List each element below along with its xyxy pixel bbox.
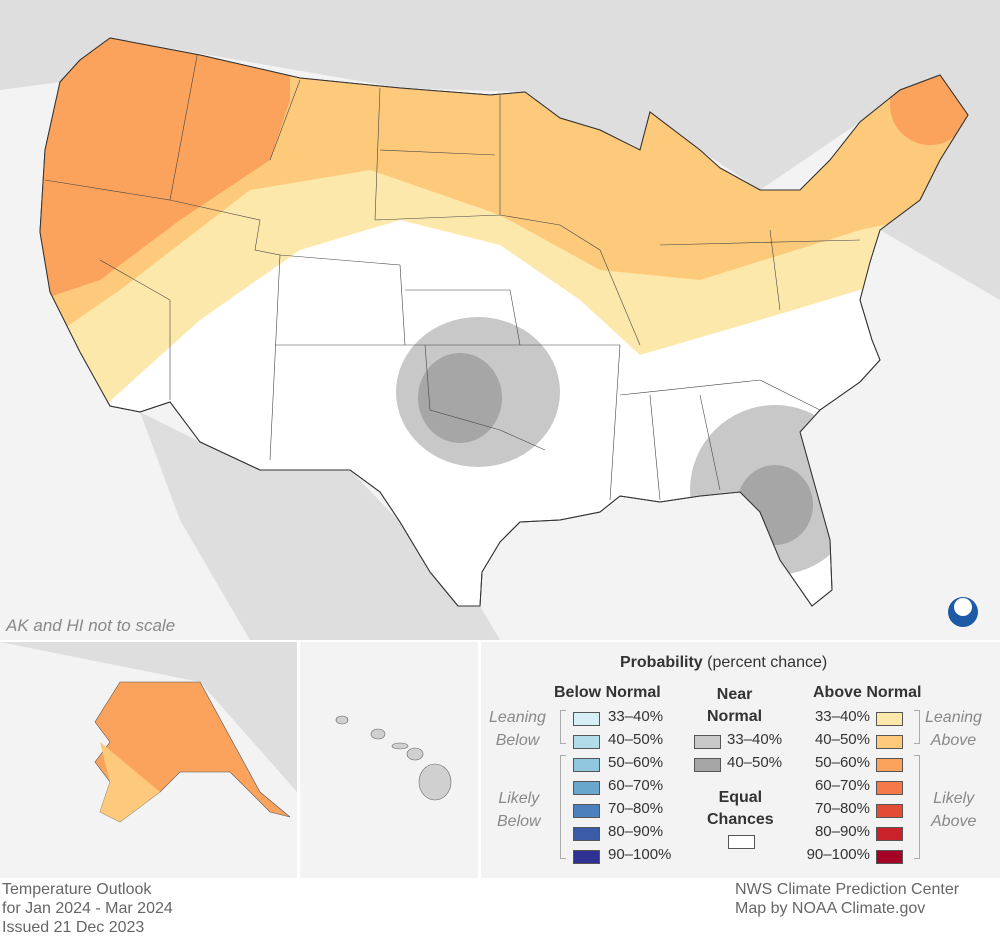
near-heading-2: Normal xyxy=(707,708,763,725)
footer-right: NWS Climate Prediction Center Map by NOA… xyxy=(735,880,959,918)
likely-below-1: Likely xyxy=(498,790,540,807)
noaa-logo-gull xyxy=(954,598,972,616)
near-label: 40–50% xyxy=(727,754,783,771)
below-swatch xyxy=(573,758,600,772)
below-swatch xyxy=(573,850,600,864)
below-label: 70–80% xyxy=(608,800,664,817)
likely-below-label: Likely Below xyxy=(497,787,541,833)
above-label: 80–90% xyxy=(814,823,870,840)
below-swatch xyxy=(573,781,600,795)
canada-land xyxy=(0,0,1000,300)
likely-above-50-60-west xyxy=(40,38,290,300)
credit-climate-gov: Map by NOAA Climate.gov xyxy=(735,900,926,917)
credit-cpc: NWS Climate Prediction Center xyxy=(735,881,960,898)
above-swatch xyxy=(876,735,903,749)
likely-below-2: Below xyxy=(497,813,541,830)
below-label: 33–40% xyxy=(608,708,664,725)
conus-map: AK and HI not to scale xyxy=(0,0,1000,640)
below-swatch xyxy=(573,804,600,818)
likely-above-bracket xyxy=(914,755,920,859)
below-label: 60–70% xyxy=(608,777,664,794)
above-label: 90–100% xyxy=(806,846,870,863)
below-normal-heading: Below Normal xyxy=(554,684,661,701)
equal-heading-1: Equal xyxy=(718,789,763,806)
above-swatch xyxy=(876,758,903,772)
state-borders xyxy=(44,39,861,501)
leaning-below-2: Below xyxy=(495,732,540,749)
hawaii-islands xyxy=(335,715,452,801)
below-swatch xyxy=(573,735,600,749)
scale-note: AK and HI not to scale xyxy=(6,616,176,635)
equal-chances-swatch xyxy=(728,835,755,849)
below-swatch xyxy=(573,712,600,726)
alaska-leaning-above xyxy=(100,742,160,822)
near-swatch xyxy=(694,758,721,772)
leaning-above-bracket xyxy=(914,710,920,744)
below-label: 80–90% xyxy=(608,823,664,840)
leaning-below-1: Leaning xyxy=(489,709,546,726)
legend-title-suffix: (percent chance) xyxy=(707,654,828,671)
hawaii-map xyxy=(335,715,452,801)
legend: Probability (percent chance) Below Norma… xyxy=(481,642,1000,878)
above-swatch xyxy=(876,804,903,818)
above-label: 50–60% xyxy=(814,754,870,771)
leaning-above-label: Leaning Above xyxy=(925,706,982,752)
canada-land xyxy=(0,642,297,792)
below-label: 40–50% xyxy=(608,731,664,748)
near-heading-1: Near xyxy=(716,686,753,703)
near-normal-40-50-plains xyxy=(418,353,502,443)
below-label: 50–60% xyxy=(608,754,664,771)
near-normal-heading: Near Normal xyxy=(707,684,762,728)
alaska-inset xyxy=(0,642,297,878)
above-label: 40–50% xyxy=(814,731,870,748)
near-normal-40-50-southeast xyxy=(737,465,813,545)
above-label: 60–70% xyxy=(814,777,870,794)
above-swatch xyxy=(876,781,903,795)
above-label: 70–80% xyxy=(814,800,870,817)
conus-map-svg xyxy=(0,0,1000,640)
outlook-period: for Jan 2024 - Mar 2024 xyxy=(2,900,173,917)
likely-above-label: Likely Above xyxy=(931,787,976,833)
legend-title: Probability (percent chance) xyxy=(620,654,827,672)
issue-date: Issued 21 Dec 2023 xyxy=(2,919,145,936)
leaning-below-label: Leaning Below xyxy=(489,706,546,752)
above-normal-heading: Above Normal xyxy=(813,684,922,701)
equal-heading-2: Chances xyxy=(707,811,774,828)
leaning-below-bracket xyxy=(560,710,566,744)
equal-chances-heading: Equal Chances xyxy=(707,787,774,831)
alaska-map xyxy=(0,642,297,823)
mexico-land xyxy=(140,412,500,640)
below-swatch xyxy=(573,827,600,841)
near-label: 33–40% xyxy=(727,731,783,748)
below-label: 90–100% xyxy=(608,846,672,863)
above-label: 33–40% xyxy=(814,708,870,725)
above-swatch xyxy=(876,827,903,841)
footer-left: Temperature Outlook for Jan 2024 - Mar 2… xyxy=(2,880,173,937)
above-swatch xyxy=(876,712,903,726)
leaning-above-2: Above xyxy=(930,732,977,749)
likely-above-2: Above xyxy=(931,813,977,830)
above-swatch xyxy=(876,850,903,864)
hawaii-inset xyxy=(300,642,478,878)
near-swatch xyxy=(694,735,721,749)
likely-above-1: Likely xyxy=(933,790,975,807)
legend-title-main: Probability xyxy=(620,654,703,671)
outlook-title: Temperature Outlook xyxy=(2,881,152,898)
leaning-above-1: Leaning xyxy=(925,709,982,726)
likely-below-bracket xyxy=(560,755,566,859)
